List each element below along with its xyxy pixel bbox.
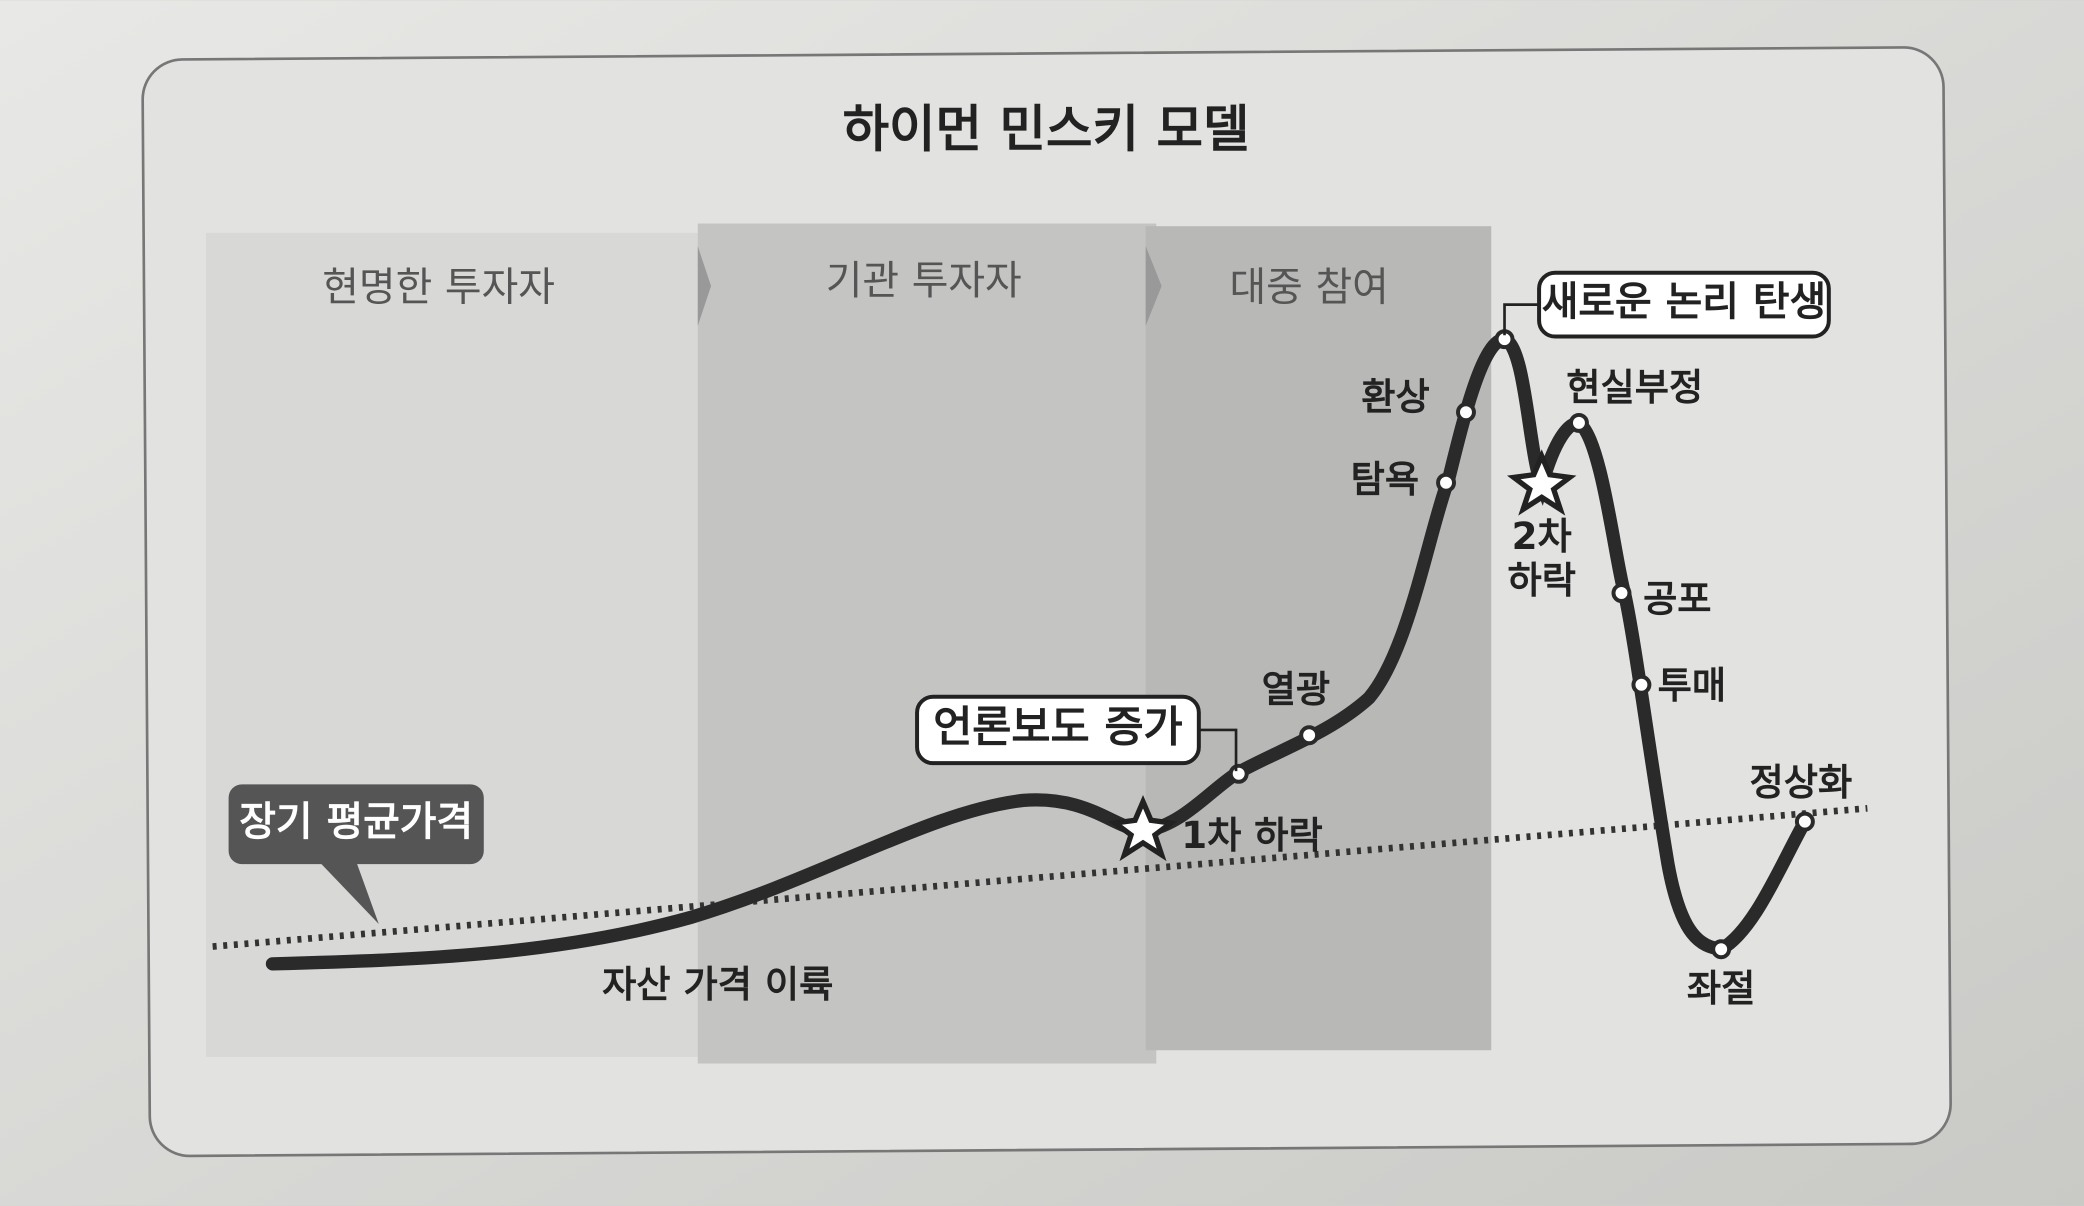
stage-label: 환상	[1361, 374, 1429, 418]
stage-label: 현실부정	[1566, 365, 1703, 409]
callout-pointer	[1503, 303, 1540, 336]
phase-band	[1145, 226, 1492, 1051]
callout-pointer	[1198, 728, 1238, 772]
title: 하이먼 민스키 모델	[843, 100, 1250, 159]
stage-label: 탐욕	[1351, 457, 1419, 501]
star-marker	[1108, 794, 1178, 862]
stage-label: 공포	[1643, 577, 1711, 621]
stage-label: 투매	[1658, 663, 1726, 707]
stage-label: 좌절	[1687, 966, 1755, 1010]
stage-point	[1299, 725, 1320, 746]
phase-band	[697, 223, 1157, 1064]
stage-label: 정상화	[1750, 760, 1853, 804]
stage-point	[1611, 583, 1632, 603]
stage-point	[1228, 763, 1249, 784]
stage-point	[1568, 412, 1589, 433]
stage-label: 자산 가격 이륙	[602, 962, 833, 1006]
callout-text: 새로운 논리 탄생	[1542, 279, 1826, 325]
average-line	[212, 805, 1868, 950]
callout-text: 장기 평균가격	[239, 799, 473, 845]
callout-box	[228, 784, 484, 865]
stage-label: 2차	[1512, 514, 1572, 558]
stage-label: 하락	[1508, 558, 1576, 602]
phase-label: 현명한 투자자	[322, 265, 555, 311]
stage-point	[1456, 402, 1476, 423]
phase-arrow	[697, 246, 712, 326]
phase-label: 기관 투자자	[826, 258, 1022, 304]
callout-text: 언론보도 증가	[933, 703, 1183, 752]
stage-point	[1711, 939, 1732, 960]
phase-band	[206, 232, 712, 1057]
stage-point	[1794, 811, 1815, 832]
stage-point	[1631, 674, 1652, 695]
stage-label: 1차 하락	[1181, 813, 1323, 857]
star-marker	[1507, 449, 1577, 516]
stage-point	[1436, 472, 1457, 493]
phase-arrow	[1145, 246, 1162, 326]
callout-pointer	[318, 861, 379, 924]
stage-label: 열광	[1262, 667, 1330, 711]
phase-label: 대중 참여	[1229, 265, 1388, 311]
